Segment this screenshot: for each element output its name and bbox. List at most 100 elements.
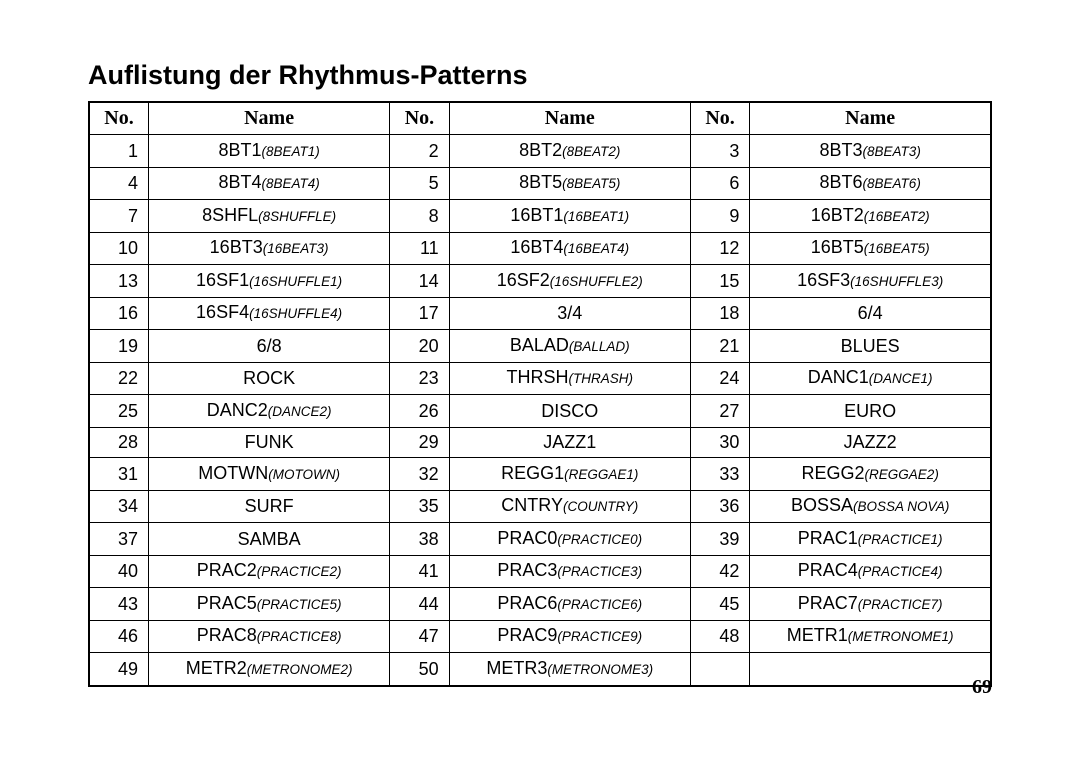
pattern-name: 16BT1	[510, 205, 563, 225]
cell-name: 8BT5(8BEAT5)	[449, 167, 690, 200]
cell-no: 19	[89, 330, 149, 363]
cell-name: 16BT5(16BEAT5)	[750, 232, 991, 265]
pattern-alt-name: (METRONOME1)	[848, 629, 954, 644]
cell-no: 26	[390, 395, 450, 428]
table-row: 40PRAC2(PRACTICE2)41PRAC3(PRACTICE3)42PR…	[89, 555, 991, 588]
pattern-name: PRAC5	[197, 593, 257, 613]
pattern-name: 16BT3	[210, 237, 263, 257]
cell-no: 16	[89, 297, 149, 330]
pattern-name: PRAC6	[497, 593, 557, 613]
pattern-name: ROCK	[243, 368, 295, 388]
cell-name: CNTRY(COUNTRY)	[449, 490, 690, 523]
cell-no: 32	[390, 458, 450, 491]
pattern-name: PRAC7	[798, 593, 858, 613]
cell-name: FUNK	[149, 427, 390, 458]
pattern-name: 16BT5	[811, 237, 864, 257]
cell-no: 20	[390, 330, 450, 363]
cell-no: 1	[89, 135, 149, 168]
cell-name: PRAC2(PRACTICE2)	[149, 555, 390, 588]
pattern-name: DANC1	[808, 367, 869, 387]
pattern-name: 16BT2	[811, 205, 864, 225]
table-row: 78SHFL(8SHUFFLE)816BT1(16BEAT1)916BT2(16…	[89, 200, 991, 233]
cell-no: 7	[89, 200, 149, 233]
col-header-no: No.	[89, 102, 149, 135]
cell-name: 16BT4(16BEAT4)	[449, 232, 690, 265]
pattern-name: PRAC3	[497, 560, 557, 580]
pattern-alt-name: (8BEAT4)	[261, 176, 319, 191]
cell-name: PRAC7(PRACTICE7)	[750, 588, 991, 621]
table-row: 34SURF35CNTRY(COUNTRY)36BOSSA(BOSSA NOVA…	[89, 490, 991, 523]
table-row: 196/820BALAD(BALLAD)21BLUES	[89, 330, 991, 363]
table-row: 28FUNK29JAZZ130JAZZ2	[89, 427, 991, 458]
col-header-name: Name	[149, 102, 390, 135]
cell-no: 48	[690, 620, 750, 653]
cell-no: 12	[690, 232, 750, 265]
cell-no: 45	[690, 588, 750, 621]
cell-name: PRAC5(PRACTICE5)	[149, 588, 390, 621]
pattern-alt-name: (16SHUFFLE1)	[249, 274, 342, 289]
cell-no: 10	[89, 232, 149, 265]
cell-name: THRSH(THRASH)	[449, 362, 690, 395]
cell-no: 38	[390, 523, 450, 556]
cell-no: 22	[89, 362, 149, 395]
page: Auflistung der Rhythmus-Patterns No. Nam…	[0, 0, 1080, 766]
cell-no: 8	[390, 200, 450, 233]
pattern-alt-name: (METRONOME2)	[247, 662, 353, 677]
page-number: 69	[972, 676, 992, 699]
cell-name: REGG1(REGGAE1)	[449, 458, 690, 491]
table-row: 49METR2(METRONOME2)50METR3(METRONOME3)	[89, 653, 991, 686]
col-header-name: Name	[449, 102, 690, 135]
table-row: 31MOTWN(MOTOWN)32REGG1(REGGAE1)33REGG2(R…	[89, 458, 991, 491]
table-row: 46PRAC8(PRACTICE8)47PRAC9(PRACTICE9)48ME…	[89, 620, 991, 653]
cell-no: 30	[690, 427, 750, 458]
table-row: 18BT1(8BEAT1)28BT2(8BEAT2)38BT3(8BEAT3)	[89, 135, 991, 168]
pattern-name: BLUES	[841, 336, 900, 356]
pattern-name: PRAC9	[497, 625, 557, 645]
cell-name: 16SF3(16SHUFFLE3)	[750, 265, 991, 298]
pattern-name: PRAC4	[798, 560, 858, 580]
pattern-alt-name: (MOTOWN)	[268, 467, 340, 482]
pattern-alt-name: (BOSSA NOVA)	[853, 499, 949, 514]
cell-no: 40	[89, 555, 149, 588]
cell-name: 8BT3(8BEAT3)	[750, 135, 991, 168]
cell-no: 28	[89, 427, 149, 458]
pattern-name: DANC2	[207, 400, 268, 420]
pattern-name: FUNK	[245, 432, 294, 452]
pattern-alt-name: (PRACTICE9)	[557, 629, 642, 644]
pattern-name: BALAD	[510, 335, 569, 355]
cell-name: JAZZ2	[750, 427, 991, 458]
cell-no: 11	[390, 232, 450, 265]
pattern-alt-name: (16SHUFFLE3)	[850, 274, 943, 289]
pattern-name: PRAC2	[197, 560, 257, 580]
cell-no: 23	[390, 362, 450, 395]
pattern-name: DISCO	[541, 401, 598, 421]
pattern-name: 8BT3	[820, 140, 863, 160]
pattern-name: MOTWN	[198, 463, 268, 483]
pattern-name: PRAC0	[497, 528, 557, 548]
cell-name: ROCK	[149, 362, 390, 395]
pattern-name: 16BT4	[510, 237, 563, 257]
cell-no: 36	[690, 490, 750, 523]
pattern-name: 16SF3	[797, 270, 850, 290]
table-row: 43PRAC5(PRACTICE5)44PRAC6(PRACTICE6)45PR…	[89, 588, 991, 621]
cell-no: 46	[89, 620, 149, 653]
cell-no	[690, 653, 750, 686]
pattern-name: JAZZ1	[543, 432, 596, 452]
cell-no: 41	[390, 555, 450, 588]
cell-name: 16SF2(16SHUFFLE2)	[449, 265, 690, 298]
pattern-name: METR2	[186, 658, 247, 678]
pattern-alt-name: (8BEAT1)	[261, 144, 319, 159]
cell-name: PRAC1(PRACTICE1)	[750, 523, 991, 556]
cell-name: BOSSA(BOSSA NOVA)	[750, 490, 991, 523]
pattern-name: PRAC8	[197, 625, 257, 645]
cell-name: 16BT3(16BEAT3)	[149, 232, 390, 265]
cell-no: 27	[690, 395, 750, 428]
cell-name: EURO	[750, 395, 991, 428]
cell-name: 8BT4(8BEAT4)	[149, 167, 390, 200]
pattern-alt-name: (16BEAT4)	[563, 241, 629, 256]
cell-no: 42	[690, 555, 750, 588]
pattern-alt-name: (REGGAE2)	[865, 467, 939, 482]
pattern-name: PRAC1	[798, 528, 858, 548]
cell-name: PRAC6(PRACTICE6)	[449, 588, 690, 621]
pattern-alt-name: (16BEAT1)	[563, 209, 629, 224]
